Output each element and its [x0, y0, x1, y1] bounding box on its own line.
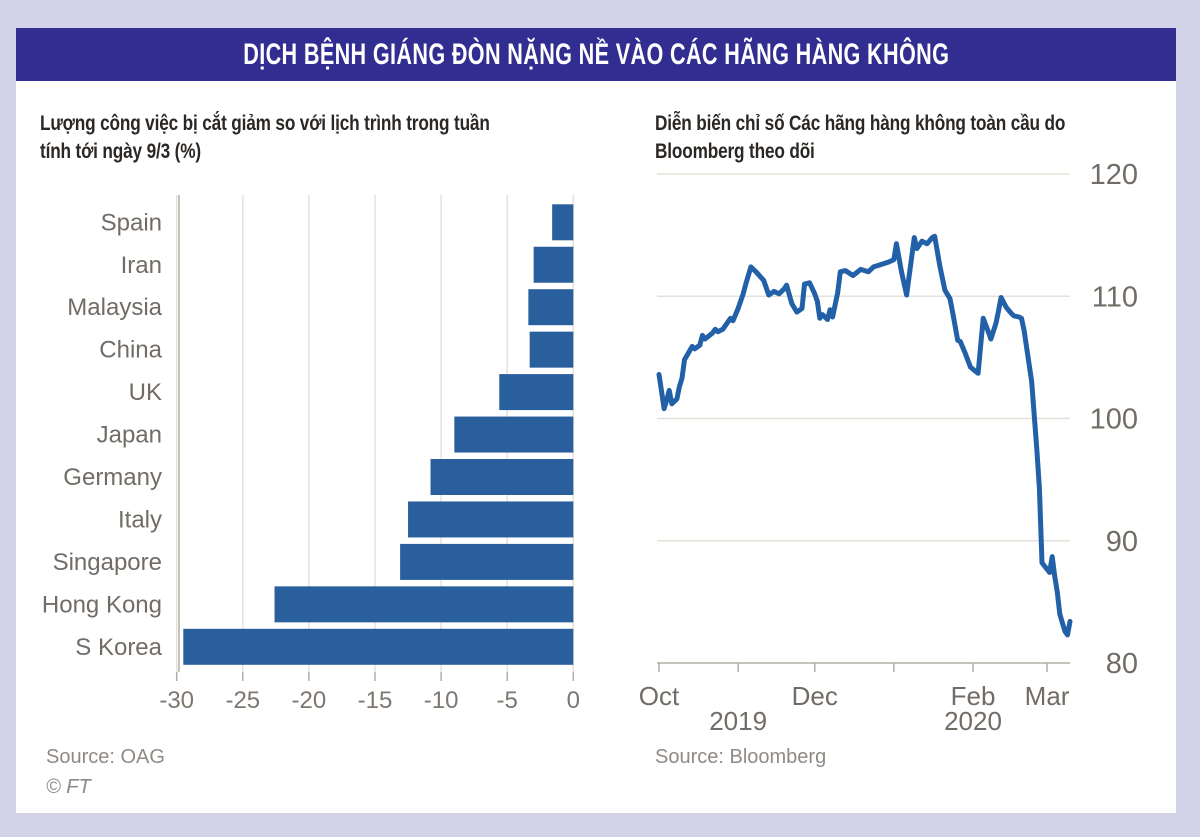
right-chart-title: Diễn biến chỉ số Các hãng hàng không toà…	[655, 110, 1155, 166]
line-chart-ytick-label: 110	[1092, 281, 1138, 313]
bar-category-label: S Korea	[75, 634, 162, 661]
bar-category-label: Spain	[101, 209, 162, 236]
bar-chart-tick-label: -25	[225, 687, 260, 714]
bar-chart-tick-label: -5	[497, 687, 518, 714]
line-chart-month-label: Dec	[792, 681, 838, 711]
bar-germany	[430, 459, 574, 495]
bar-iran	[533, 246, 574, 283]
line-chart-ytick-label: 90	[1106, 526, 1138, 558]
left-chart-title: Lượng công việc bị cắt giảm so với lịch …	[40, 110, 588, 166]
bar-spain	[552, 204, 574, 241]
bar-uk	[499, 374, 574, 411]
bar-chart-tick-label: -10	[424, 687, 459, 714]
line-chart-year-label: 2020	[944, 706, 1002, 736]
right-chart-title-line2: Bloomberg theo dõi	[655, 140, 815, 163]
bar-category-label: Malaysia	[67, 294, 162, 321]
line-chart-ytick-label: 80	[1106, 648, 1138, 680]
airlines-index-line-chart: 80 90 100 110 120 Oct Dec Feb Mar 2019 2020	[639, 159, 1138, 736]
bar-japan	[454, 416, 574, 453]
bar-category-label: China	[99, 337, 162, 364]
left-chart-title-line1: Lượng công việc bị cắt giảm so với lịch …	[40, 112, 490, 135]
jobs-cut-bar-chart: Spain Iran Malaysia China UK Japan Germany Ital…	[42, 195, 580, 714]
right-chart-source: Source: Bloomberg	[655, 746, 827, 768]
line-chart-month-label: Oct	[639, 681, 680, 711]
bar-category-label: Italy	[118, 506, 162, 533]
bar-category-label: Iran	[121, 252, 162, 279]
airlines-index-line	[656, 233, 1073, 638]
bar-category-label: Hong Kong	[42, 591, 162, 618]
bar-china	[529, 331, 574, 368]
left-chart-source: Source: OAG	[46, 746, 165, 768]
bar-category-label: UK	[129, 379, 162, 406]
bar-malaysia	[528, 289, 574, 326]
bar-chart-tick-label: -15	[358, 687, 393, 714]
bar-category-label: Singapore	[53, 549, 162, 576]
header-title: DỊCH BỆNH GIÁNG ĐÒN NẶNG NỀ VÀO CÁC HÃNG…	[243, 37, 949, 71]
bar-category-label: Japan	[97, 422, 162, 449]
chart-panel: DỊCH BỆNH GIÁNG ĐÒN NẶNG NỀ VÀO CÁC HÃNG…	[16, 28, 1176, 813]
left-chart-title-line2: tính tới ngày 9/3 (%)	[40, 140, 201, 163]
bar-chart-tick-label: -30	[159, 687, 194, 714]
header-banner: DỊCH BỆNH GIÁNG ĐÒN NẶNG NỀ VÀO CÁC HÃNG…	[16, 28, 1176, 81]
line-chart-month-label: Mar	[1025, 681, 1070, 711]
ft-credit: © FT	[46, 776, 91, 798]
bar-italy	[408, 501, 574, 538]
bar-chart-tick-label: 0	[567, 687, 580, 714]
bar-singapore	[400, 543, 574, 580]
line-chart-year-label: 2019	[709, 706, 767, 736]
line-chart-ytick-label: 100	[1090, 404, 1138, 436]
bar-s-korea	[183, 628, 574, 665]
bar-chart-tick-label: -20	[292, 687, 327, 714]
line-chart-month-label: Feb	[951, 681, 996, 711]
bar-hong-kong	[274, 586, 574, 623]
right-chart-title-line1: Diễn biến chỉ số Các hãng hàng không toà…	[655, 112, 1066, 135]
line-chart-ytick-label: 120	[1090, 159, 1138, 191]
bar-category-label: Germany	[63, 464, 162, 491]
